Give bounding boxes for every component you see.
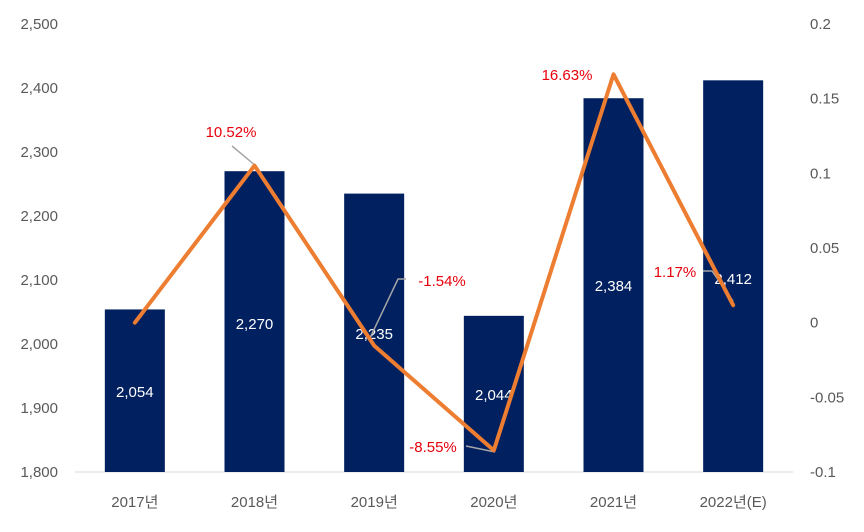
bar [344,193,405,472]
y-right-tick-label: 0 [810,315,818,332]
y-right-tick-label: 0.2 [810,16,831,33]
y-left-tick-label: 1,900 [20,400,58,417]
y-left-tick-label: 1,800 [20,464,58,481]
bar [104,309,165,472]
leader-line [369,278,406,339]
growth-line-series [132,72,736,453]
x-category-label: 2021년 [590,494,637,511]
y-left-tick-label: 2,500 [20,16,58,33]
y-right-tick-label: 0.15 [810,91,839,108]
y-right-tick-label: 0.1 [810,165,831,182]
x-category-label: 2020년 [470,494,517,511]
bar-value-label: 2,044 [475,387,513,404]
growth-value-label: 10.52% [206,124,257,141]
growth-value-labels: 10.52% -1.54% -8.55% 16.63% 1.17% [206,67,697,456]
y-left-tick-label: 2,100 [20,272,58,289]
bar-value-label: 2,270 [236,316,274,333]
y-right-tick-label: -0.1 [810,464,836,481]
growth-value-label: -1.54% [418,273,466,290]
leader-line [231,145,257,167]
bar-value-label: 2,054 [116,384,154,401]
y-left-tick-label: 2,200 [20,208,58,225]
left-axis-ticks: 1,800 1,900 2,000 2,100 2,200 2,300 2,400 2,500 [20,16,58,481]
right-axis-ticks: -0.1 -0.05 0 0.05 0.1 0.15 0.2 [810,16,844,481]
bar [583,98,644,473]
x-category-label: 2022년(E) [700,494,767,511]
y-left-tick-label: 2,300 [20,144,58,161]
growth-value-label: 16.63% [542,67,593,84]
y-left-tick-label: 2,400 [20,80,58,97]
x-category-label: 2017년 [111,494,158,511]
growth-value-label: 1.17% [654,264,697,281]
x-category-label: 2019년 [351,494,398,511]
y-left-tick-label: 2,000 [20,336,58,353]
y-right-tick-label: 0.05 [810,240,839,257]
growth-value-label: -8.55% [409,439,457,456]
bar-value-label: 2,384 [595,278,633,295]
growth-line [132,72,736,453]
bar [224,171,285,472]
x-category-label: 2018년 [231,494,278,511]
bar [703,80,764,472]
y-right-tick-label: -0.05 [810,389,844,406]
leader-line [465,445,496,453]
x-axis-labels: 2017년 2018년 2019년 2020년 2021년 2022년(E) [111,494,767,511]
